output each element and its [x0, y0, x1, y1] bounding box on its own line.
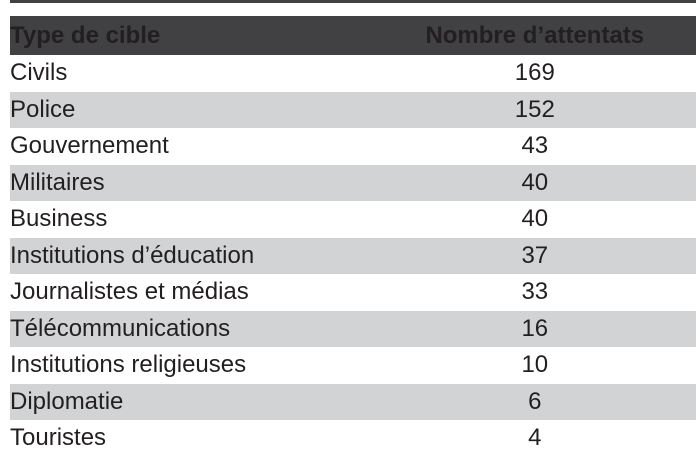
table-row: Business 40: [10, 201, 696, 238]
table-row: Diplomatie 6: [10, 383, 696, 420]
table-row: Touristes 4: [10, 420, 696, 457]
attack-count-cell: 6: [528, 387, 542, 415]
target-type-cell: Business: [10, 205, 108, 233]
target-type-cell: Journalistes et médias: [10, 278, 249, 306]
attacks-by-target-table: Type de cible Nombre d’attentats Civils 1…: [10, 16, 696, 457]
column-header-attack-count: Nombre d’attentats: [373, 16, 696, 55]
table-row: Institutions religieuses 10: [10, 347, 696, 384]
table-row: Militaires 40: [10, 164, 696, 201]
attack-count-cell: 169: [514, 59, 555, 87]
table-row: Gouvernement 43: [10, 128, 696, 165]
attack-count-cell: 37: [521, 241, 549, 269]
target-type-cell: Institutions religieuses: [10, 351, 247, 379]
target-type-cell: Institutions d’éducation: [10, 241, 255, 269]
target-type-cell: Police: [10, 95, 76, 123]
attack-count-cell: 10: [521, 351, 549, 379]
target-type-cell: Diplomatie: [10, 387, 124, 415]
target-type-cell: Touristes: [10, 424, 107, 452]
target-type-cell: Gouvernement: [10, 132, 169, 160]
target-type-cell: Télécommunications: [10, 314, 231, 342]
attack-count-cell: 16: [521, 314, 549, 342]
table-row: Police 152: [10, 91, 696, 128]
table-row: Journalistes et médias 33: [10, 274, 696, 311]
table-header: Type de cible Nombre d’attentats: [10, 16, 696, 55]
attack-count-cell: 43: [521, 132, 549, 160]
attack-count-cell: 40: [521, 205, 549, 233]
target-type-cell: Civils: [10, 59, 68, 87]
target-type-cell: Militaires: [10, 168, 105, 196]
table-row: Télécommunications 16: [10, 310, 696, 347]
table-header-row: Type de cible Nombre d’attentats: [10, 16, 696, 55]
column-header-target-type: Type de cible: [10, 16, 374, 55]
attack-count-cell: 152: [514, 95, 555, 123]
top-rule: [10, 0, 696, 3]
table-row: Civils 169: [10, 55, 696, 92]
attack-count-cell: 4: [528, 424, 542, 452]
table-row: Institutions d’éducation 37: [10, 237, 696, 274]
table-body: Civils 169 Police 152 Gouvernement 43 Militair…: [10, 55, 696, 457]
attack-count-cell: 33: [521, 278, 549, 306]
attack-count-cell: 40: [521, 168, 549, 196]
